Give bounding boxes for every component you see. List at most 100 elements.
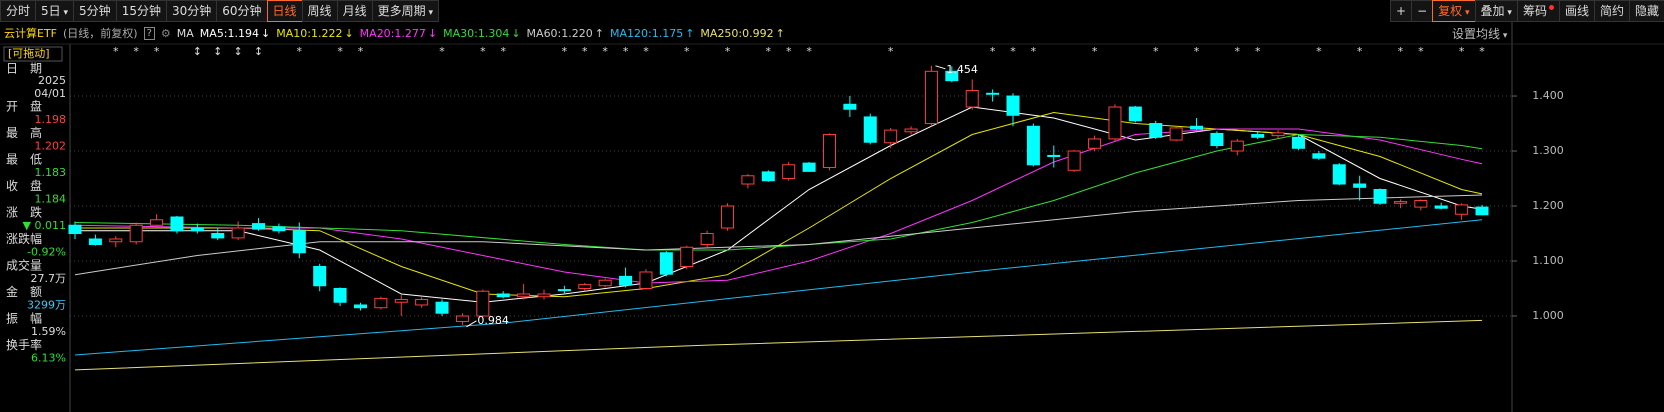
event-marker: * bbox=[1235, 45, 1241, 58]
event-marker: * bbox=[1418, 45, 1424, 58]
candle-body bbox=[129, 224, 143, 243]
candle-body bbox=[170, 216, 184, 232]
annotation-arrow bbox=[935, 65, 946, 70]
event-marker: * bbox=[623, 45, 629, 58]
ma-line bbox=[74, 219, 1483, 356]
event-marker: * bbox=[1357, 45, 1363, 58]
drag-badge: [可拖动] bbox=[8, 46, 50, 60]
info-label: 换手率 bbox=[6, 337, 42, 352]
info-value: 27.7万 bbox=[31, 272, 67, 285]
event-marker: * bbox=[1255, 45, 1261, 58]
candle-body bbox=[1128, 106, 1142, 122]
candle-body bbox=[986, 92, 1000, 95]
info-label: 涨跌幅 bbox=[6, 231, 42, 246]
event-marker: * bbox=[439, 45, 445, 58]
event-marker: * bbox=[297, 45, 303, 58]
candle-body bbox=[394, 298, 408, 303]
info-label: 收 盘 bbox=[6, 178, 42, 193]
y-tick-label: 1.000 bbox=[1532, 309, 1564, 322]
ma-trend-arrow: ↑ bbox=[685, 26, 695, 40]
ma-legend-value: MA120:1.175 bbox=[609, 26, 684, 40]
event-marker: * bbox=[154, 45, 160, 58]
candle-body bbox=[1088, 138, 1102, 149]
candle-body bbox=[1455, 204, 1469, 215]
event-marker: * bbox=[480, 45, 486, 58]
event-marker: * bbox=[725, 45, 731, 58]
info-label: 成交量 bbox=[6, 258, 42, 273]
info-value: 1.184 bbox=[35, 193, 67, 206]
event-marker: ↕ bbox=[254, 45, 263, 58]
candle-body bbox=[109, 238, 123, 243]
info-value: -0.92% bbox=[27, 246, 66, 259]
event-marker: ↕ bbox=[193, 45, 202, 58]
candle-body bbox=[822, 134, 836, 169]
candle-body bbox=[88, 238, 102, 245]
ma-line bbox=[74, 133, 1483, 251]
candle-body bbox=[252, 223, 266, 230]
candle-body bbox=[945, 70, 959, 82]
info-label: 振 幅 bbox=[6, 311, 42, 326]
event-marker: * bbox=[990, 45, 996, 58]
candle-body bbox=[1149, 123, 1163, 138]
candle-body bbox=[1271, 132, 1285, 137]
y-tick-label: 1.200 bbox=[1532, 199, 1564, 212]
candle-body bbox=[1190, 125, 1204, 130]
event-marker: * bbox=[786, 45, 792, 58]
candle-body bbox=[619, 275, 633, 286]
info-value: 3299万 bbox=[27, 299, 66, 312]
candle-body bbox=[924, 70, 938, 125]
info-label: 最 高 bbox=[6, 125, 42, 140]
candle-body bbox=[1312, 153, 1326, 159]
candle-body bbox=[231, 227, 245, 239]
candle-body bbox=[598, 279, 612, 287]
candle-body bbox=[496, 293, 510, 298]
candle-body bbox=[435, 301, 449, 314]
candle-body bbox=[1353, 183, 1367, 188]
candle-body bbox=[1251, 134, 1265, 138]
annotation-arrow bbox=[466, 320, 477, 328]
ma-settings[interactable]: 设置均线 bbox=[1452, 25, 1507, 42]
candle-body bbox=[904, 128, 918, 133]
event-marker: * bbox=[1316, 45, 1322, 58]
ma-trend-arrow: ↑ bbox=[594, 26, 604, 40]
info-label: 日 期 bbox=[6, 62, 42, 76]
event-marker: * bbox=[562, 45, 568, 58]
event-marker: * bbox=[1398, 45, 1404, 58]
event-marker: * bbox=[766, 45, 772, 58]
event-marker: * bbox=[1479, 45, 1485, 58]
toolbar-button[interactable]: 更多周期 bbox=[371, 0, 439, 22]
info-value: 1.202 bbox=[35, 140, 67, 153]
tool-toolbar: +−复权叠加筹码画线简约隐藏 bbox=[1390, 0, 1664, 22]
candle-body bbox=[1108, 106, 1122, 140]
event-marker: * bbox=[358, 45, 364, 58]
candle-body bbox=[313, 265, 327, 287]
event-marker: * bbox=[337, 45, 343, 58]
candle-body bbox=[517, 293, 531, 298]
low-label: 0.984 bbox=[477, 314, 509, 327]
event-marker: ↕ bbox=[234, 45, 243, 58]
event-marker: * bbox=[888, 45, 894, 58]
candle-body bbox=[1291, 136, 1305, 149]
legend-title: 云计算ETF bbox=[4, 27, 57, 40]
y-tick-label: 1.400 bbox=[1532, 89, 1564, 102]
candle-body bbox=[578, 284, 592, 289]
candle-body bbox=[1006, 95, 1020, 116]
event-marker: * bbox=[1194, 45, 1200, 58]
event-marker: * bbox=[806, 45, 812, 58]
ma-legend-value: MA30:1.304 bbox=[443, 26, 510, 40]
ma-trend-arrow: ↓ bbox=[427, 26, 438, 40]
badge-box bbox=[3, 46, 63, 62]
gear-icon[interactable]: ⚙ bbox=[160, 26, 171, 40]
event-marker: * bbox=[643, 45, 649, 58]
candle-body bbox=[659, 252, 673, 275]
info-value: 1.198 bbox=[35, 113, 67, 126]
event-marker: * bbox=[684, 45, 690, 58]
candle-body bbox=[68, 224, 82, 234]
candle-body bbox=[1414, 200, 1428, 208]
help-icon[interactable]: ? bbox=[143, 26, 155, 40]
info-label: 最 低 bbox=[6, 153, 42, 167]
candle-body bbox=[374, 297, 388, 309]
ma-line bbox=[74, 319, 1483, 371]
